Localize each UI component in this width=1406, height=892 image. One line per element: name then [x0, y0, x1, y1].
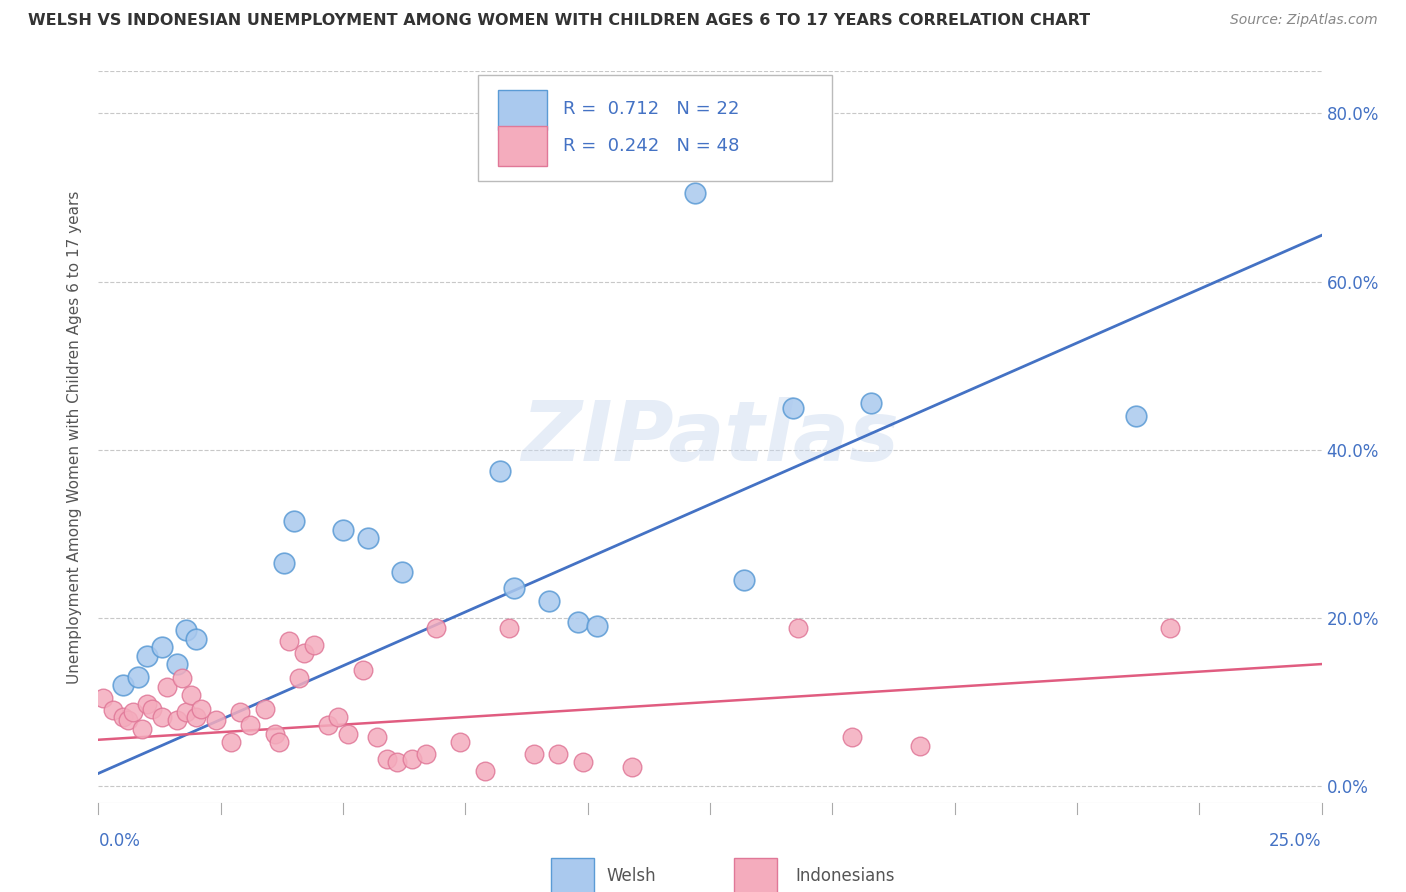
Point — [425, 621, 447, 635]
Point — [131, 722, 153, 736]
Point — [498, 621, 520, 635]
Point — [150, 640, 173, 655]
Point — [186, 710, 208, 724]
Point — [166, 714, 188, 728]
Point — [263, 727, 285, 741]
Point — [523, 747, 546, 761]
Point — [733, 573, 755, 587]
Point — [620, 760, 643, 774]
Point — [336, 727, 359, 741]
Point — [860, 396, 883, 410]
Point — [332, 523, 354, 537]
Point — [567, 615, 589, 629]
Point — [101, 703, 124, 717]
Point — [170, 672, 193, 686]
Text: Indonesians: Indonesians — [796, 867, 896, 885]
Point — [401, 752, 423, 766]
Point — [283, 514, 305, 528]
Point — [273, 556, 295, 570]
Point — [450, 735, 472, 749]
Point — [176, 624, 198, 638]
Text: 0.0%: 0.0% — [98, 832, 141, 850]
Point — [278, 634, 301, 648]
Point — [547, 747, 569, 761]
Text: 25.0%: 25.0% — [1270, 832, 1322, 850]
Text: R =  0.712   N = 22: R = 0.712 N = 22 — [564, 101, 740, 119]
Y-axis label: Unemployment Among Women with Children Ages 6 to 17 years: Unemployment Among Women with Children A… — [67, 190, 83, 684]
Point — [136, 648, 159, 663]
Point — [288, 672, 311, 686]
Point — [841, 730, 863, 744]
Point — [127, 670, 149, 684]
Point — [156, 680, 179, 694]
Point — [782, 401, 804, 415]
Point — [356, 531, 378, 545]
Point — [366, 730, 388, 744]
Bar — [498, 126, 547, 167]
Point — [150, 710, 173, 724]
Point — [186, 632, 208, 646]
Point — [111, 678, 134, 692]
Bar — [551, 858, 593, 892]
Point — [180, 688, 202, 702]
Point — [572, 756, 595, 770]
Bar — [498, 89, 547, 130]
Text: ZIPatlas: ZIPatlas — [522, 397, 898, 477]
Point — [91, 690, 114, 705]
Point — [136, 697, 159, 711]
Point — [1159, 621, 1181, 635]
Point — [253, 701, 276, 715]
Point — [352, 663, 374, 677]
Point — [121, 705, 143, 719]
Text: Source: ZipAtlas.com: Source: ZipAtlas.com — [1230, 13, 1378, 28]
Point — [537, 594, 560, 608]
Point — [318, 718, 340, 732]
Point — [302, 638, 325, 652]
Point — [269, 735, 291, 749]
Point — [503, 582, 526, 596]
Point — [385, 756, 408, 770]
Point — [205, 714, 228, 728]
Point — [391, 565, 413, 579]
Point — [292, 646, 315, 660]
Point — [328, 710, 350, 724]
Point — [190, 701, 212, 715]
Point — [474, 764, 496, 778]
Point — [239, 718, 262, 732]
Point — [910, 739, 932, 753]
Point — [229, 705, 252, 719]
Point — [488, 464, 510, 478]
Bar — [734, 858, 778, 892]
Text: Welsh: Welsh — [606, 867, 655, 885]
Text: R =  0.242   N = 48: R = 0.242 N = 48 — [564, 137, 740, 155]
Point — [176, 705, 198, 719]
Point — [1125, 409, 1147, 423]
Point — [111, 710, 134, 724]
Point — [166, 657, 188, 671]
FancyBboxPatch shape — [478, 75, 832, 181]
Text: WELSH VS INDONESIAN UNEMPLOYMENT AMONG WOMEN WITH CHILDREN AGES 6 TO 17 YEARS CO: WELSH VS INDONESIAN UNEMPLOYMENT AMONG W… — [28, 13, 1090, 29]
Point — [117, 714, 139, 728]
Point — [787, 621, 810, 635]
Point — [219, 735, 242, 749]
Point — [415, 747, 437, 761]
Point — [141, 701, 163, 715]
Point — [375, 752, 398, 766]
Point — [685, 186, 707, 201]
Point — [586, 619, 609, 633]
